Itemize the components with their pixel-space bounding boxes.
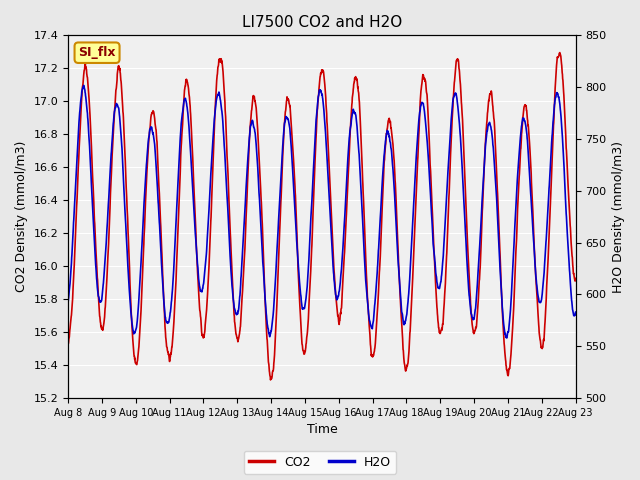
Legend: CO2, H2O: CO2, H2O bbox=[244, 451, 396, 474]
Title: LI7500 CO2 and H2O: LI7500 CO2 and H2O bbox=[242, 15, 402, 30]
Y-axis label: H2O Density (mmol/m3): H2O Density (mmol/m3) bbox=[612, 141, 625, 293]
Y-axis label: CO2 Density (mmol/m3): CO2 Density (mmol/m3) bbox=[15, 141, 28, 292]
Text: SI_flx: SI_flx bbox=[78, 46, 116, 59]
X-axis label: Time: Time bbox=[307, 423, 337, 436]
